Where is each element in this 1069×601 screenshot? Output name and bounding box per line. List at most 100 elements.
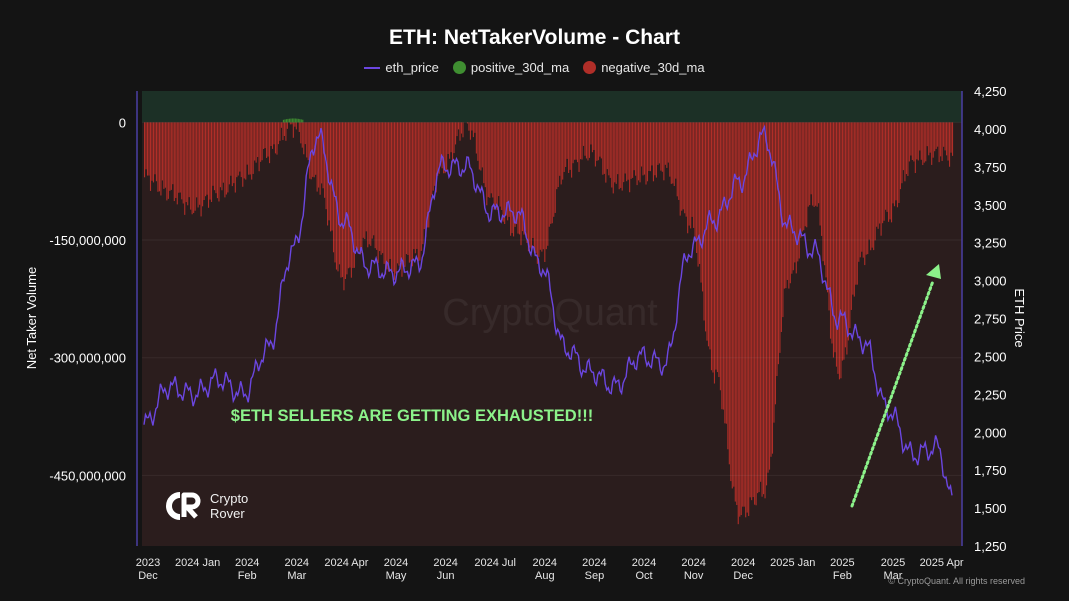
bar-negative-290 bbox=[581, 122, 583, 160]
bar-negative-232 bbox=[495, 122, 497, 206]
bar-negative-380 bbox=[715, 122, 717, 370]
bar-negative-127 bbox=[335, 122, 338, 270]
bar-negative-340 bbox=[655, 122, 657, 178]
bar-negative-451 bbox=[821, 122, 823, 236]
x-tick-label-line2: Sep bbox=[585, 570, 605, 582]
bar-negative-264 bbox=[542, 122, 544, 250]
bar-negative-484 bbox=[870, 122, 872, 251]
bar-negative-455 bbox=[826, 122, 829, 293]
bar-negative-65 bbox=[240, 122, 242, 178]
bar-negative-511 bbox=[910, 122, 912, 156]
x-tick-label-line2: Nov bbox=[684, 570, 704, 582]
legend-item-positive-30d-ma[interactable]: positive_30d_ma bbox=[452, 60, 569, 75]
bar-negative-136 bbox=[349, 122, 351, 268]
bar-negative-334 bbox=[646, 122, 649, 182]
bar-negative-469 bbox=[847, 122, 849, 341]
bar-negative-322 bbox=[629, 122, 631, 193]
bar-negative-368 bbox=[697, 122, 699, 267]
y-left-tick-label: -450,000,000 bbox=[49, 468, 126, 483]
bar-negative-82 bbox=[266, 122, 268, 158]
bar-negative-66 bbox=[242, 122, 244, 187]
bar-negative-244 bbox=[513, 122, 515, 237]
bar-negative-259 bbox=[535, 122, 537, 253]
bar-negative-60 bbox=[233, 122, 235, 184]
y-right-tick-label: 2,000 bbox=[974, 425, 1007, 440]
bar-negative-124 bbox=[331, 122, 333, 231]
bar-negative-516 bbox=[917, 122, 919, 161]
bar-negative-40 bbox=[203, 122, 205, 201]
bar-negative-146 bbox=[364, 122, 366, 239]
y-right-tick-label: 2,750 bbox=[974, 312, 1007, 327]
bar-negative-406 bbox=[754, 122, 756, 505]
bar-negative-377 bbox=[710, 122, 713, 371]
bar-negative-444 bbox=[810, 122, 812, 195]
bar-negative-199 bbox=[443, 122, 445, 174]
bar-negative-106 bbox=[304, 122, 306, 145]
crypto-rover-logo-icon bbox=[166, 492, 201, 520]
bar-negative-348 bbox=[667, 122, 669, 163]
x-tick-label-line1: 2024 bbox=[433, 557, 457, 569]
bar-negative-332 bbox=[643, 122, 646, 175]
bar-negative-538 bbox=[950, 122, 952, 153]
bar-negative-313 bbox=[615, 122, 617, 184]
bar-negative-216 bbox=[471, 122, 473, 131]
bar-negative-362 bbox=[688, 122, 690, 226]
bar-negative-305 bbox=[603, 122, 605, 174]
bar-negative-456 bbox=[828, 122, 830, 311]
bar-negative-137 bbox=[350, 122, 352, 278]
bar-negative-95 bbox=[285, 122, 287, 141]
bar-negative-529 bbox=[937, 122, 939, 147]
bar-negative-524 bbox=[929, 122, 931, 153]
bar-negative-414 bbox=[765, 122, 768, 486]
bar-negative-527 bbox=[934, 122, 936, 152]
bar-negative-445 bbox=[812, 122, 814, 206]
bar-negative-85 bbox=[270, 122, 272, 147]
bar-negative-69 bbox=[246, 122, 248, 165]
bar-negative-416 bbox=[768, 122, 771, 470]
bar-negative-537 bbox=[949, 122, 951, 167]
bar-negative-535 bbox=[946, 122, 948, 156]
legend-item-eth-price[interactable]: eth_price bbox=[364, 60, 439, 75]
bar-negative-454 bbox=[825, 122, 827, 278]
bar-negative-59 bbox=[231, 122, 233, 187]
bar-negative-186 bbox=[423, 122, 425, 230]
bar-negative-349 bbox=[669, 122, 671, 177]
bar-negative-399 bbox=[743, 122, 745, 507]
bar-negative-314 bbox=[617, 122, 619, 175]
bar-negative-276 bbox=[560, 122, 562, 185]
y-right-tick-label: 3,750 bbox=[974, 160, 1007, 175]
bar-negative-352 bbox=[673, 122, 675, 186]
y-left-tick-label: -150,000,000 bbox=[49, 233, 126, 248]
bar-positive-13 bbox=[302, 119, 304, 123]
bar-negative-463 bbox=[838, 122, 840, 380]
bar-negative-249 bbox=[520, 122, 522, 246]
bar-negative-83 bbox=[267, 122, 269, 157]
bar-negative-164 bbox=[391, 122, 393, 272]
bar-negative-475 bbox=[856, 122, 858, 285]
x-tick-label-line2: May bbox=[386, 570, 407, 582]
bar-negative-312 bbox=[614, 122, 616, 183]
bar-negative-494 bbox=[885, 122, 887, 210]
bar-negative-355 bbox=[678, 122, 680, 200]
eth-price-line bbox=[143, 124, 953, 496]
bar-negative-224 bbox=[483, 122, 485, 184]
trend-arrow-head bbox=[926, 264, 941, 279]
bar-negative-344 bbox=[661, 122, 663, 172]
bar-negative-130 bbox=[340, 122, 342, 278]
bar-negative-409 bbox=[758, 122, 760, 493]
bar-negative-410 bbox=[760, 122, 762, 482]
bar-negative-254 bbox=[527, 122, 529, 252]
bar-negative-285 bbox=[574, 122, 576, 160]
bar-negative-311 bbox=[612, 122, 614, 194]
bar-negative-526 bbox=[932, 122, 934, 158]
bar-negative-440 bbox=[804, 122, 806, 227]
bar-negative-317 bbox=[621, 122, 623, 191]
bar-negative-392 bbox=[733, 122, 735, 487]
bar-negative-403 bbox=[749, 122, 751, 498]
x-tick-label-line2: Aug bbox=[535, 570, 555, 582]
bar-negative-417 bbox=[770, 122, 772, 457]
bar-negative-61 bbox=[234, 122, 236, 193]
bar-negative-261 bbox=[538, 122, 540, 257]
bar-negative-33 bbox=[193, 122, 195, 213]
legend-item-negative-30d-ma[interactable]: negative_30d_ma bbox=[583, 60, 705, 75]
